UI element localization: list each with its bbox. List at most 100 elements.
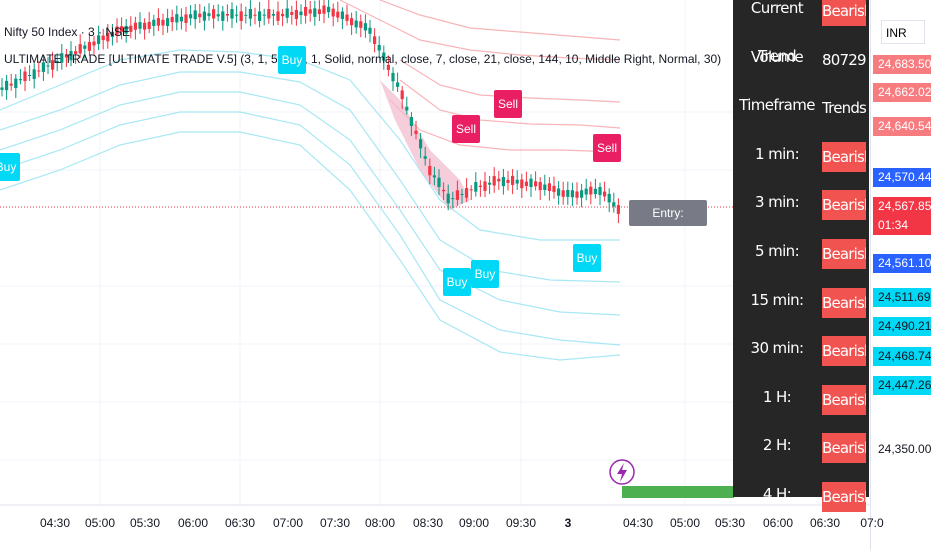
- candle-body: [193, 10, 197, 20]
- candle-body: [239, 11, 243, 21]
- candle-body: [345, 14, 349, 21]
- candle-body: [598, 186, 602, 196]
- candle-body: [198, 13, 202, 18]
- candle-body: [405, 106, 409, 111]
- candle-body: [124, 25, 128, 34]
- candle-body: [419, 139, 423, 149]
- candle-body: [83, 45, 87, 49]
- candle-body: [166, 18, 170, 27]
- candle-body: [32, 69, 36, 79]
- row-value: Bearish: [822, 190, 866, 221]
- candle-body: [18, 79, 22, 81]
- buy-signal: Buy: [443, 268, 471, 296]
- candle-body: [534, 181, 538, 187]
- candle-body: [414, 130, 418, 134]
- candle-body: [515, 179, 519, 184]
- row-key: Timeframe: [739, 96, 815, 115]
- candle-body: [60, 53, 64, 63]
- row-value: Bearish: [822, 287, 866, 318]
- candle-body: [317, 9, 321, 15]
- trend-table: Current Trend Bearish Volume 807299 Timefram…: [733, 0, 869, 512]
- candle-body: [465, 188, 469, 198]
- candle-body: [78, 44, 82, 54]
- table-row: 30 min: Bearish: [733, 324, 869, 372]
- candle-body: [350, 18, 354, 26]
- row-value: Bearish: [822, 0, 866, 26]
- candle-body: [570, 190, 574, 198]
- candle-body: [129, 25, 133, 32]
- candle-body: [299, 11, 303, 16]
- time-label: 04:30: [39, 516, 71, 530]
- row-value: Bearish: [822, 384, 866, 415]
- time-label: 07:0: [860, 516, 884, 530]
- candle-body: [170, 16, 174, 23]
- candle-body: [189, 14, 193, 19]
- countdown: 01:34: [873, 216, 931, 235]
- candle-body: [543, 184, 547, 191]
- row-value: Trends: [822, 99, 866, 118]
- candle-body: [603, 191, 607, 197]
- grid: [0, 0, 870, 505]
- table-row: 3 min: Bearish: [733, 178, 869, 226]
- flash-glyph: [617, 463, 627, 482]
- time-label: 08:30: [412, 516, 444, 530]
- row-value: Bearish: [822, 336, 866, 367]
- candle-body: [580, 190, 584, 198]
- candle-body: [428, 165, 432, 176]
- candle-body: [179, 16, 183, 22]
- candle-body: [368, 27, 372, 34]
- candle-body: [9, 83, 13, 86]
- buy-signal: Buy: [573, 244, 601, 272]
- candle-body: [262, 14, 266, 16]
- time-label: 06:00: [177, 516, 209, 530]
- candle-body: [97, 35, 101, 44]
- candle-body: [377, 44, 381, 51]
- symbol-title[interactable]: Nifty 50 Index · 3 · NSE: [4, 25, 131, 39]
- candle-body: [386, 64, 390, 70]
- row-key: 15 min:: [750, 290, 805, 309]
- price-label: 24,683.50: [873, 55, 931, 74]
- indicator-title[interactable]: ULTIMATE TRADE [ULTIMATE TRADE V.5] (3, …: [4, 52, 722, 66]
- candle-body: [575, 191, 579, 198]
- price-axis: INR 24,683.50 24,662.02 24,640.54 24,570…: [870, 0, 932, 550]
- candle-body: [110, 31, 114, 37]
- candle-body: [396, 82, 400, 87]
- candle-body: [354, 20, 358, 28]
- row-value: Bearish: [822, 239, 866, 269]
- candle-body: [74, 51, 78, 54]
- candle-body: [409, 117, 413, 126]
- candle-body: [115, 26, 119, 35]
- time-label: 3: [564, 516, 572, 530]
- time-label: 05:00: [84, 516, 116, 530]
- candle-body: [488, 182, 492, 185]
- candle-body: [304, 6, 308, 16]
- time-label: 08:00: [364, 516, 396, 530]
- table-row: 15 min: Bearish: [733, 276, 869, 324]
- candle-body: [276, 11, 280, 21]
- candle-body: [248, 9, 252, 19]
- candle-body: [557, 188, 561, 196]
- candle-body: [156, 18, 160, 26]
- candle-body: [212, 9, 216, 19]
- sell-signal: Sell: [593, 134, 621, 162]
- candle-body: [566, 190, 570, 197]
- price-label: 24,447.26: [873, 376, 931, 395]
- candle-body: [501, 176, 505, 187]
- time-label: 07:30: [319, 516, 351, 530]
- candle-body: [547, 183, 551, 192]
- candle-body: [202, 11, 206, 21]
- row-key: 1 min:: [754, 144, 800, 163]
- candle-body: [432, 175, 436, 178]
- candle-body: [235, 14, 239, 16]
- buy-signal: Buy: [0, 153, 20, 181]
- candle-body: [23, 71, 27, 82]
- currency-button[interactable]: INR: [881, 20, 925, 44]
- candle-body: [455, 190, 459, 200]
- row-value: 807299: [822, 50, 866, 69]
- table-row: 4 H: Bearish: [733, 470, 869, 518]
- candle-body: [37, 70, 41, 72]
- candle-body: [442, 189, 446, 192]
- candle-body: [474, 182, 478, 192]
